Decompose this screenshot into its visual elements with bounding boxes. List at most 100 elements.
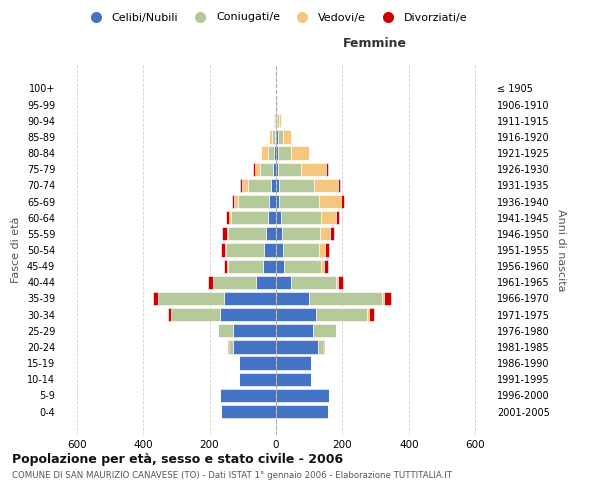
Bar [291,146,309,160]
Bar [276,340,317,353]
Bar [301,162,326,176]
Bar [153,292,158,305]
Bar [321,260,324,273]
Bar [384,292,391,305]
Bar [336,211,339,224]
Bar [278,146,291,160]
Bar [263,260,276,273]
Bar [268,211,276,224]
Bar [229,340,233,353]
Bar [277,114,278,128]
Bar [338,276,343,289]
Bar [274,146,276,160]
Bar [280,195,319,208]
Bar [242,179,248,192]
Bar [275,130,276,143]
Bar [284,260,321,273]
Bar [336,276,338,289]
Bar [255,162,260,176]
Bar [276,324,313,338]
Bar [222,227,227,240]
Bar [233,340,276,353]
Bar [276,292,309,305]
Bar [232,195,234,208]
Bar [274,162,276,176]
Bar [228,260,263,273]
Bar [158,292,224,305]
Bar [226,244,265,256]
Bar [238,195,269,208]
Bar [213,276,256,289]
Bar [276,114,277,128]
Bar [278,162,301,176]
Text: Femmine: Femmine [343,37,407,50]
Bar [341,195,344,208]
Bar [313,324,336,338]
Bar [324,260,328,273]
Bar [273,114,274,128]
Bar [382,292,384,305]
Bar [276,195,280,208]
Bar [274,114,275,128]
Bar [276,308,316,321]
Bar [229,211,231,224]
Bar [172,308,220,321]
Bar [276,372,311,386]
Bar [261,146,268,160]
Bar [239,356,276,370]
Bar [268,146,274,160]
Bar [338,179,340,192]
Bar [309,292,382,305]
Bar [278,114,281,128]
Bar [276,130,278,143]
Y-axis label: Fasce di età: Fasce di età [11,217,21,283]
Text: COMUNE DI SAN MAURIZIO CANAVESE (TO) - Dati ISTAT 1° gennaio 2006 - Elaborazione: COMUNE DI SAN MAURIZIO CANAVESE (TO) - D… [12,470,452,480]
Bar [221,405,276,418]
Bar [269,130,272,143]
Bar [253,162,255,176]
Bar [269,195,276,208]
Bar [276,356,311,370]
Bar [240,179,242,192]
Bar [281,211,321,224]
Bar [220,389,276,402]
Bar [329,227,334,240]
Bar [233,324,276,338]
Text: Popolazione per età, sesso e stato civile - 2006: Popolazione per età, sesso e stato civil… [12,452,343,466]
Bar [319,195,341,208]
Bar [221,244,226,256]
Bar [218,324,233,338]
Bar [260,162,274,176]
Bar [277,98,278,111]
Bar [228,227,266,240]
Bar [276,227,282,240]
Bar [208,276,212,289]
Bar [282,227,320,240]
Bar [248,179,271,192]
Bar [367,308,369,321]
Bar [271,179,276,192]
Bar [265,244,276,256]
Bar [319,244,325,256]
Bar [227,227,228,240]
Bar [283,244,319,256]
Bar [276,179,278,192]
Bar [256,276,276,289]
Bar [224,260,227,273]
Bar [276,162,278,176]
Bar [226,211,229,224]
Bar [325,244,329,256]
Bar [224,292,276,305]
Bar [228,340,229,353]
Bar [278,179,314,192]
Bar [291,276,336,289]
Bar [276,260,284,273]
Bar [276,405,328,418]
Y-axis label: Anni di nascita: Anni di nascita [556,209,566,291]
Bar [266,227,276,240]
Bar [278,130,283,143]
Bar [276,211,281,224]
Bar [275,114,276,128]
Bar [323,340,324,353]
Bar [276,244,283,256]
